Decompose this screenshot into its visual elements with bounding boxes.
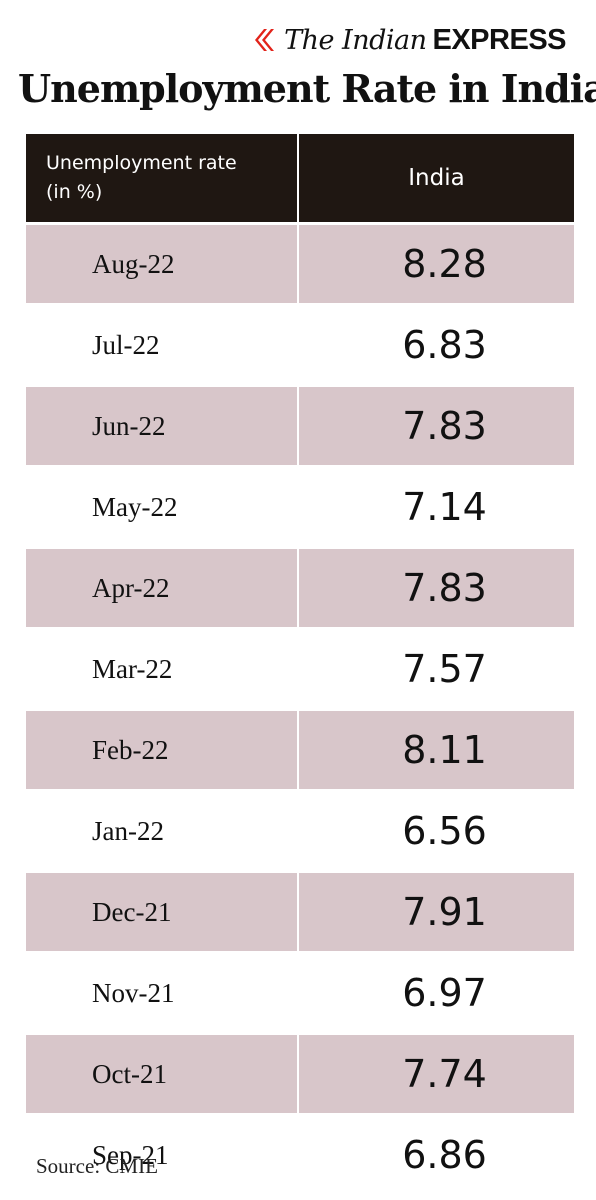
rate-value-cell: 6.97 bbox=[298, 951, 574, 1034]
rate-value-cell: 6.83 bbox=[298, 303, 574, 386]
table-body: Aug-22 8.28 Jul-22 6.83 Jun-22 7.83 May-22 7.14… bbox=[26, 222, 574, 1194]
rate-value-cell: 7.83 bbox=[298, 384, 574, 467]
table-row: Dec-21 7.91 bbox=[26, 870, 574, 953]
rate-value-cell: 7.83 bbox=[298, 546, 574, 629]
table-row: May-22 7.14 bbox=[26, 465, 574, 548]
month-cell: Nov-21 bbox=[26, 951, 299, 1034]
rate-value-cell: 8.11 bbox=[298, 708, 574, 791]
month-cell: Oct-21 bbox=[26, 1032, 299, 1115]
rate-value-cell: 7.74 bbox=[298, 1032, 574, 1115]
rate-value-cell: 7.57 bbox=[298, 627, 574, 710]
rate-value-cell: 6.86 bbox=[298, 1113, 574, 1194]
publisher-name: The Indian bbox=[284, 24, 427, 56]
red-chevron-logo-icon bbox=[255, 29, 275, 51]
column-header-india: India bbox=[298, 134, 574, 224]
month-cell: May-22 bbox=[26, 465, 299, 548]
month-cell: Sep-21 bbox=[26, 1113, 299, 1194]
source-note: Source: CMIE bbox=[36, 1154, 158, 1178]
column-header-rate: Unemployment rate (in %) bbox=[26, 134, 299, 224]
table-row: Mar-22 7.57 bbox=[26, 627, 574, 710]
rate-value-cell: 7.14 bbox=[298, 465, 574, 548]
table-row: Apr-22 7.83 bbox=[26, 546, 574, 629]
month-cell: Jul-22 bbox=[26, 303, 299, 386]
chart-title: Unemployment Rate in India bbox=[18, 66, 596, 111]
column-header-rate-line2: (in %) bbox=[46, 181, 103, 203]
column-header-rate-line1: Unemployment rate bbox=[46, 152, 237, 174]
table-row: Jan-22 6.56 bbox=[26, 789, 574, 872]
month-cell: Jun-22 bbox=[26, 384, 299, 467]
month-cell: Feb-22 bbox=[26, 708, 299, 791]
unemployment-table: Unemployment rate (in %) India Aug-22 8.2… bbox=[26, 134, 574, 1194]
publisher-logo: The Indian EXPRESS bbox=[252, 20, 566, 60]
table-header: Unemployment rate (in %) India bbox=[26, 134, 574, 224]
table-row: Nov-21 6.97 bbox=[26, 951, 574, 1034]
month-cell: Apr-22 bbox=[26, 546, 299, 629]
table-row: Jul-22 6.83 bbox=[26, 303, 574, 386]
table-row: Sep-21 6.86 bbox=[26, 1113, 574, 1194]
month-cell: Dec-21 bbox=[26, 870, 299, 953]
table-row: Feb-22 8.11 bbox=[26, 708, 574, 791]
month-cell: Aug-22 bbox=[26, 222, 299, 305]
table-row: Aug-22 8.28 bbox=[26, 222, 574, 305]
rate-value-cell: 8.28 bbox=[298, 222, 574, 305]
rate-value-cell: 6.56 bbox=[298, 789, 574, 872]
table-row: Jun-22 7.83 bbox=[26, 384, 574, 467]
month-cell: Jan-22 bbox=[26, 789, 299, 872]
rate-value-cell: 7.91 bbox=[298, 870, 574, 953]
table-row: Oct-21 7.74 bbox=[26, 1032, 574, 1115]
publisher-name-express: EXPRESS bbox=[432, 23, 567, 56]
month-cell: Mar-22 bbox=[26, 627, 299, 710]
